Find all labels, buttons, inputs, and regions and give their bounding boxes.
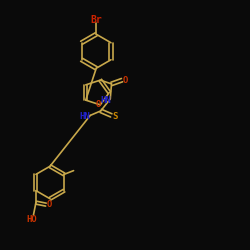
Text: S: S: [112, 112, 118, 121]
Text: HN: HN: [80, 112, 90, 121]
Text: Br: Br: [90, 15, 102, 25]
Text: O: O: [96, 100, 101, 109]
Text: O: O: [46, 200, 52, 209]
Text: HO: HO: [27, 215, 38, 224]
Text: O: O: [122, 76, 128, 85]
Text: HN: HN: [100, 96, 111, 106]
